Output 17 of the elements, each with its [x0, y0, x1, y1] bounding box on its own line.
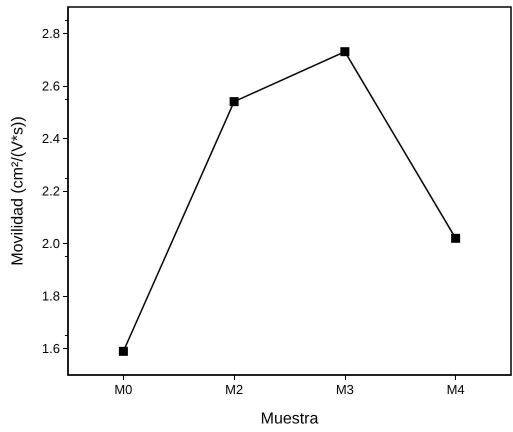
y-tick-label: 1.8 — [42, 288, 60, 304]
point — [340, 47, 350, 56]
point — [230, 97, 239, 106]
point — [451, 234, 460, 243]
x-tick-label: M2 — [225, 382, 244, 397]
y-tick-label: 2.2 — [42, 184, 60, 198]
point — [118, 346, 128, 356]
y-tick-label: 2.8 — [42, 26, 60, 41]
y-tick-label: 2.4 — [42, 130, 60, 146]
y-tick-label: 2.6 — [42, 78, 60, 94]
y-tick-label: 2.0 — [42, 236, 60, 252]
x-tick-label: M4 — [446, 382, 465, 397]
x-tick-label: M0 — [114, 382, 132, 397]
y-axis-title: Movilidad (cm²/(V*s)) — [10, 116, 26, 266]
y-tick-label: 1.6 — [42, 341, 60, 356]
x-axis-title: Muestra — [260, 410, 318, 428]
x-tick-label: M3 — [336, 382, 354, 397]
